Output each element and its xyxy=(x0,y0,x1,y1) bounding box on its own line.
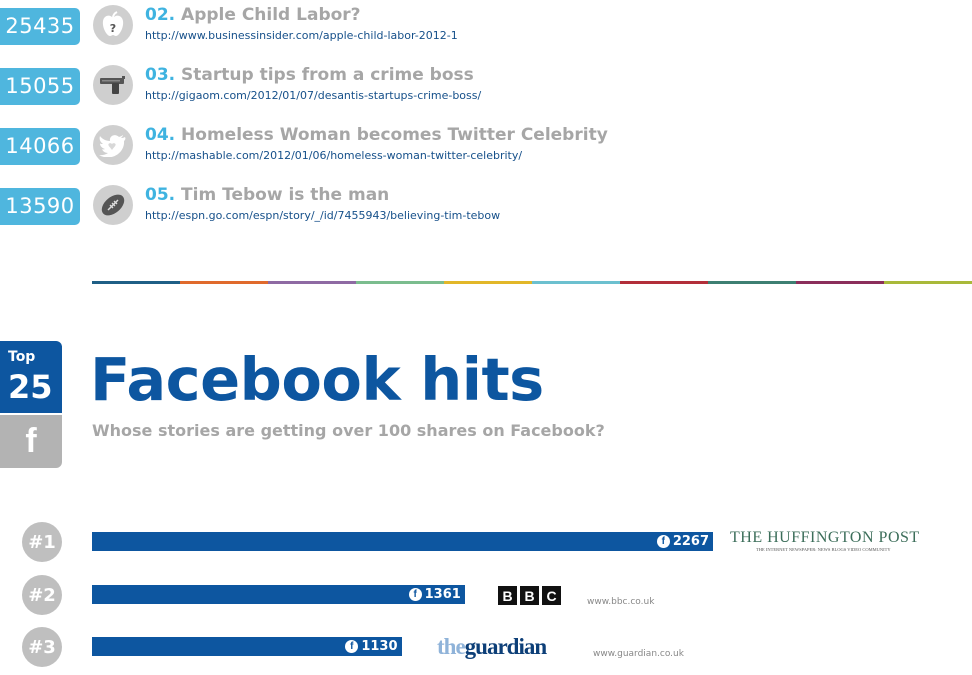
bar-value-text: 1361 xyxy=(424,587,461,602)
bar-value-text: 2267 xyxy=(672,534,709,549)
story-title-text: Tim Tebow is the man xyxy=(181,185,390,205)
bbc-url[interactable]: www.bbc.co.uk xyxy=(587,597,655,607)
story-number: 04. xyxy=(145,125,176,145)
facebook-icon: f xyxy=(408,588,422,601)
guardian-logo: theguardian xyxy=(437,634,547,660)
story-title-text: Startup tips from a crime boss xyxy=(181,65,474,85)
story-title[interactable]: 03. Startup tips from a crime boss xyxy=(145,65,474,85)
huffington-post-name: THE HUFFINGTON POST xyxy=(730,529,920,546)
story-number: 05. xyxy=(145,185,176,205)
bar: f 1361 xyxy=(92,585,465,604)
guardian-url[interactable]: www.guardian.co.uk xyxy=(593,649,684,659)
story-url[interactable]: http://mashable.com/2012/01/06/homeless-… xyxy=(145,149,523,162)
bar: f 2267 xyxy=(92,532,713,551)
story-url[interactable]: http://espn.go.com/espn/story/_/id/74559… xyxy=(145,209,501,222)
story-url[interactable]: http://gigaom.com/2012/01/07/desantis-st… xyxy=(145,89,482,102)
bbc-logo: B B C xyxy=(498,586,561,605)
story-title-text: Homeless Woman becomes Twitter Celebrity xyxy=(181,125,608,145)
story-title[interactable]: 02. Apple Child Labor? xyxy=(145,5,361,25)
facebook-icon: f xyxy=(0,415,62,468)
rank-badge: #3 xyxy=(22,627,62,667)
facebook-icon: f xyxy=(345,640,359,653)
story-row: 13590 05. Tim Tebow is the man http://es… xyxy=(0,180,972,240)
badge-number: 25 xyxy=(8,368,53,406)
apple-question-icon: ? xyxy=(93,5,133,45)
stripe-segment xyxy=(796,281,884,284)
facebook-icon: f xyxy=(656,535,670,548)
story-number: 03. xyxy=(145,65,176,85)
twitter-bird-icon xyxy=(93,125,133,165)
stripe-segment xyxy=(532,281,620,284)
bar-value-text: 1130 xyxy=(361,639,398,654)
badge-top-label: Top xyxy=(8,349,36,365)
share-count: 15055 xyxy=(0,68,80,105)
rank-badge: #1 xyxy=(22,522,62,562)
stripe-segment xyxy=(356,281,444,284)
section-title: Facebook hits xyxy=(90,345,544,414)
stripe-segment xyxy=(620,281,708,284)
svg-text:?: ? xyxy=(110,22,116,35)
bbc-letter: B xyxy=(498,586,517,605)
bar-value-label: f 2267 xyxy=(656,532,709,551)
share-count: 25435 xyxy=(0,8,80,45)
story-row: 25435 ? 02. Apple Child Labor? http://ww… xyxy=(0,0,972,60)
top25-badge: Top 25 f xyxy=(0,341,62,468)
stripe-segment xyxy=(708,281,796,284)
stripe-segment xyxy=(444,281,532,284)
bar: f 1130 xyxy=(92,637,402,656)
stripe-segment xyxy=(268,281,356,284)
story-title-text: Apple Child Labor? xyxy=(181,5,361,25)
huffington-post-tagline: THE INTERNET NEWSPAPER: NEWS BLOGS VIDEO… xyxy=(756,547,891,552)
story-title[interactable]: 04. Homeless Woman becomes Twitter Celeb… xyxy=(145,125,608,145)
stripe-segment xyxy=(884,281,972,284)
share-count: 14066 xyxy=(0,128,80,165)
guardian-logo-the: the xyxy=(437,634,466,659)
badge-top: Top 25 xyxy=(0,341,62,413)
bar-value-label: f 1361 xyxy=(408,585,461,604)
guardian-logo-name: guardian xyxy=(464,634,547,659)
gun-icon xyxy=(93,65,133,105)
bbc-letter: C xyxy=(542,586,561,605)
stripe-segment xyxy=(180,281,268,284)
rank-badge: #2 xyxy=(22,575,62,615)
section-subtitle: Whose stories are getting over 100 share… xyxy=(92,421,605,440)
story-row: 15055 03. Startup tips from a crime boss… xyxy=(0,60,972,120)
story-title[interactable]: 05. Tim Tebow is the man xyxy=(145,185,389,205)
stripe-segment xyxy=(92,281,180,284)
huffington-post-logo: THE HUFFINGTON POST THE INTERNET NEWSPAP… xyxy=(730,529,950,552)
share-count: 13590 xyxy=(0,188,80,225)
bbc-letter: B xyxy=(520,586,539,605)
story-url[interactable]: http://www.businessinsider.com/apple-chi… xyxy=(145,29,458,42)
bar-value-label: f 1130 xyxy=(345,637,398,656)
story-number: 02. xyxy=(145,5,176,25)
football-icon xyxy=(93,185,133,225)
story-row: 14066 04. Homeless Woman becomes Twitter… xyxy=(0,120,972,180)
